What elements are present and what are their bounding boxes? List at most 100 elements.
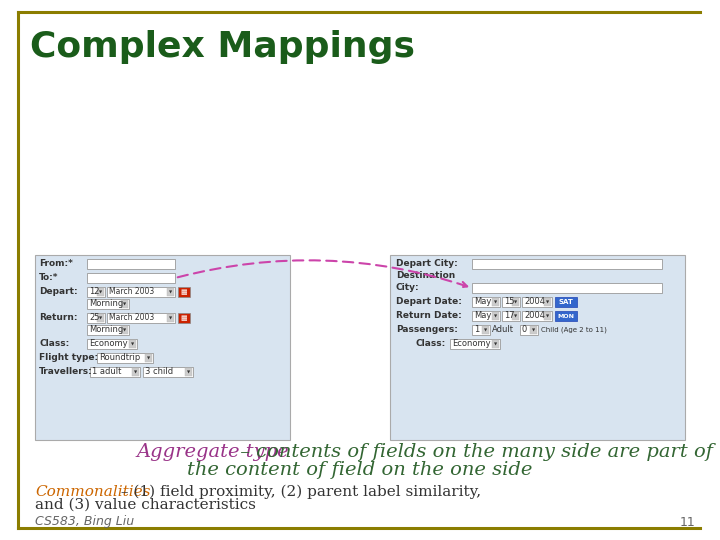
FancyBboxPatch shape [555, 297, 577, 307]
FancyBboxPatch shape [87, 273, 175, 283]
Text: Depart Date:: Depart Date: [396, 298, 462, 307]
Text: ▼: ▼ [99, 316, 102, 320]
FancyBboxPatch shape [522, 311, 552, 321]
FancyBboxPatch shape [90, 367, 140, 377]
Text: Passengers:: Passengers: [396, 326, 458, 334]
Text: Class:: Class: [416, 340, 446, 348]
Text: Travellers:: Travellers: [39, 368, 93, 376]
FancyBboxPatch shape [87, 339, 137, 349]
FancyBboxPatch shape [482, 326, 489, 334]
Text: Depart City:: Depart City: [396, 260, 458, 268]
FancyBboxPatch shape [178, 287, 190, 297]
FancyBboxPatch shape [492, 340, 499, 348]
Text: May: May [474, 298, 491, 307]
Text: Depart:: Depart: [39, 287, 78, 296]
FancyBboxPatch shape [132, 368, 139, 376]
Text: ▦: ▦ [181, 289, 187, 295]
FancyBboxPatch shape [35, 255, 290, 440]
FancyBboxPatch shape [492, 312, 499, 320]
FancyBboxPatch shape [87, 299, 129, 309]
Text: and (3) value characteristics: and (3) value characteristics [35, 498, 256, 512]
Text: ▼: ▼ [99, 290, 102, 294]
Text: ▼: ▼ [134, 370, 137, 374]
Text: Child (Age 2 to 11): Child (Age 2 to 11) [541, 327, 607, 333]
Text: ▼: ▼ [514, 300, 517, 304]
Text: ▼: ▼ [123, 302, 126, 306]
FancyBboxPatch shape [555, 311, 577, 321]
Text: SAT: SAT [559, 299, 573, 305]
FancyBboxPatch shape [450, 339, 500, 349]
Text: ▼: ▼ [546, 300, 549, 304]
FancyBboxPatch shape [544, 312, 551, 320]
Text: City:: City: [396, 284, 420, 293]
Text: From:*: From:* [39, 260, 73, 268]
FancyBboxPatch shape [121, 326, 128, 334]
Text: ▼: ▼ [494, 314, 497, 318]
Text: 3 child: 3 child [145, 368, 173, 376]
Text: ▼: ▼ [546, 314, 549, 318]
FancyBboxPatch shape [87, 313, 105, 323]
FancyBboxPatch shape [87, 287, 105, 297]
Text: March 2003: March 2003 [109, 287, 154, 296]
Text: CS583, Bing Liu: CS583, Bing Liu [35, 516, 134, 529]
Text: Destination: Destination [396, 272, 455, 280]
Text: MON: MON [557, 314, 575, 319]
FancyBboxPatch shape [129, 340, 136, 348]
Text: ▼: ▼ [514, 314, 517, 318]
FancyBboxPatch shape [502, 311, 520, 321]
Text: Return Date:: Return Date: [396, 312, 462, 321]
Text: Flight type:: Flight type: [39, 354, 98, 362]
Text: ▼: ▼ [131, 342, 134, 346]
FancyBboxPatch shape [97, 353, 153, 363]
Text: 17: 17 [504, 312, 515, 321]
Text: ▼: ▼ [494, 300, 497, 304]
FancyBboxPatch shape [87, 259, 175, 269]
FancyBboxPatch shape [472, 311, 500, 321]
FancyBboxPatch shape [390, 255, 685, 440]
FancyBboxPatch shape [178, 313, 190, 323]
Text: Commonalities: Commonalities [35, 485, 150, 499]
Text: 12: 12 [89, 287, 99, 296]
Text: Morning: Morning [89, 300, 123, 308]
FancyBboxPatch shape [544, 298, 551, 306]
FancyBboxPatch shape [512, 298, 519, 306]
Text: 2004: 2004 [524, 312, 545, 321]
Text: Adult: Adult [492, 326, 514, 334]
Text: Roundtrip: Roundtrip [99, 354, 140, 362]
Text: Morning: Morning [89, 326, 123, 334]
FancyBboxPatch shape [145, 354, 152, 362]
Text: Aggregate type: Aggregate type [136, 443, 289, 461]
Text: the content of field on the one side: the content of field on the one side [187, 461, 533, 479]
FancyBboxPatch shape [107, 313, 175, 323]
Text: ▼: ▼ [147, 356, 150, 360]
FancyBboxPatch shape [121, 300, 128, 308]
FancyBboxPatch shape [167, 314, 174, 322]
Text: ▦: ▦ [181, 315, 187, 321]
Text: Class:: Class: [39, 340, 69, 348]
Text: 25: 25 [89, 314, 99, 322]
Text: 15: 15 [504, 298, 515, 307]
Text: ▼: ▼ [123, 328, 126, 332]
Text: March 2003: March 2003 [109, 314, 154, 322]
Text: ▼: ▼ [187, 370, 190, 374]
Text: 0: 0 [522, 326, 527, 334]
Text: To:*: To:* [39, 273, 58, 282]
FancyBboxPatch shape [522, 297, 552, 307]
Text: 1 adult: 1 adult [92, 368, 122, 376]
Text: 11: 11 [679, 516, 695, 529]
FancyBboxPatch shape [502, 297, 520, 307]
FancyBboxPatch shape [143, 367, 193, 377]
Text: Economy: Economy [89, 340, 127, 348]
Text: ▼: ▼ [169, 290, 172, 294]
Text: 1: 1 [474, 326, 480, 334]
FancyBboxPatch shape [530, 326, 537, 334]
FancyBboxPatch shape [167, 288, 174, 296]
FancyBboxPatch shape [107, 287, 175, 297]
Text: May: May [474, 312, 491, 321]
Text: ▼: ▼ [532, 328, 535, 332]
Text: ▼: ▼ [169, 316, 172, 320]
Text: Economy: Economy [452, 340, 490, 348]
Text: – contents of fields on the many side are part of: – contents of fields on the many side ar… [234, 443, 713, 461]
Text: ▼: ▼ [494, 342, 497, 346]
FancyBboxPatch shape [185, 368, 192, 376]
